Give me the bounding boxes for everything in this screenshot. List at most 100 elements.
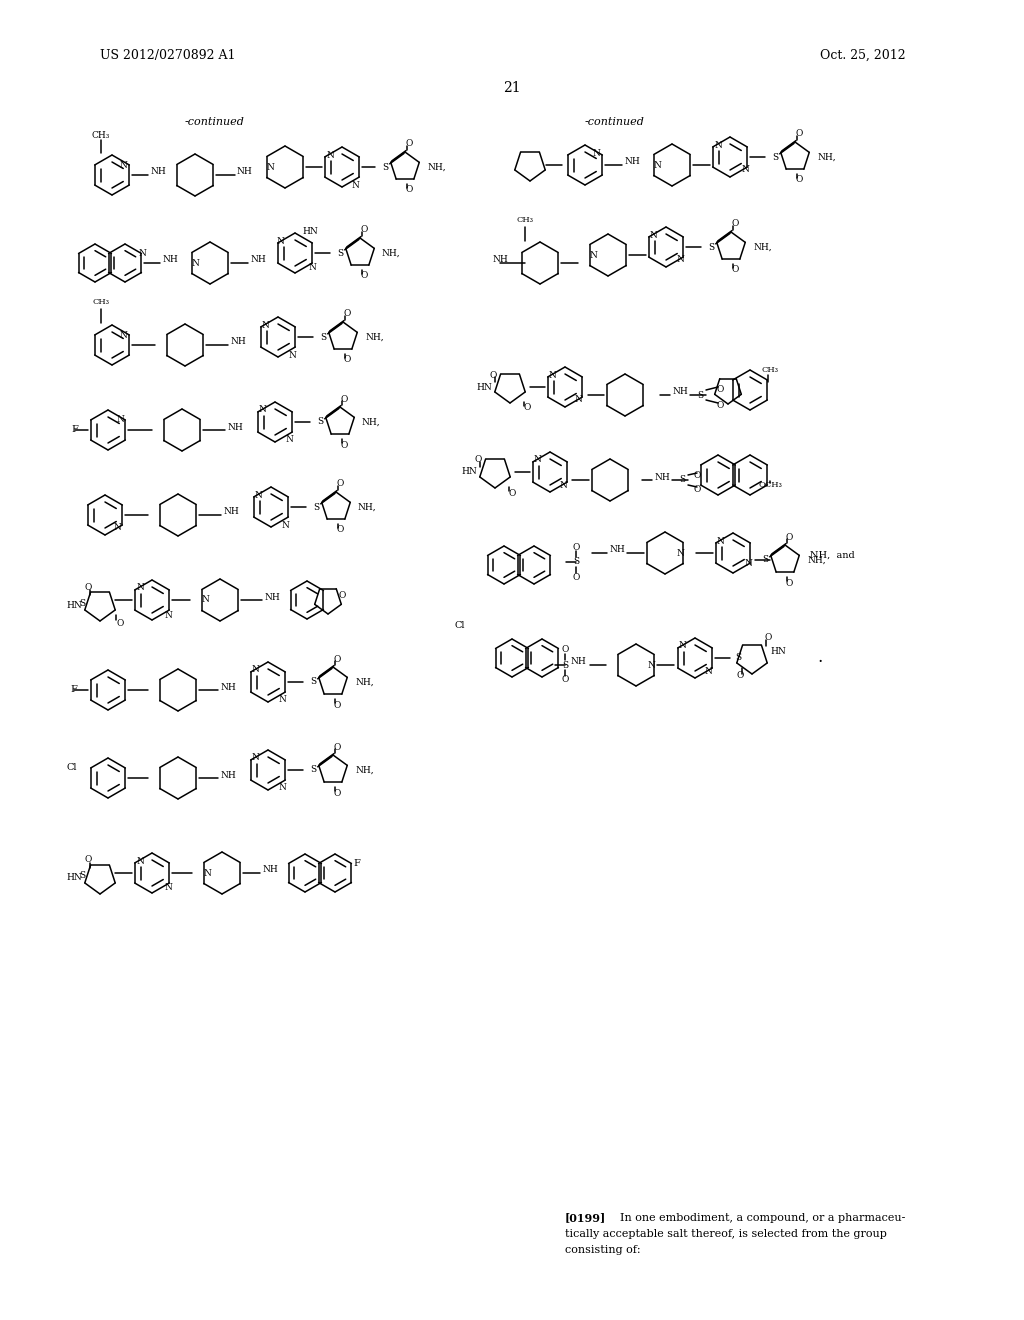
- Text: NH,: NH,: [807, 556, 825, 565]
- Text: N: N: [164, 610, 172, 619]
- Text: N: N: [559, 480, 567, 490]
- Text: O: O: [764, 634, 772, 643]
- Text: S: S: [313, 503, 319, 511]
- Text: NH: NH: [230, 338, 246, 346]
- Text: N: N: [534, 455, 541, 465]
- Text: O: O: [334, 788, 341, 797]
- Text: O: O: [693, 470, 700, 479]
- Text: N: N: [251, 754, 259, 763]
- Text: S: S: [79, 871, 85, 880]
- Text: O: O: [344, 309, 351, 318]
- Text: NH,: NH,: [365, 333, 384, 342]
- Text: N: N: [191, 259, 199, 268]
- Text: NH: NH: [570, 657, 586, 667]
- Text: N: N: [276, 236, 284, 246]
- Text: consisting of:: consisting of:: [565, 1245, 641, 1255]
- Text: O: O: [341, 395, 348, 404]
- Text: S: S: [708, 243, 714, 252]
- Text: In one embodiment, a compound, or a pharmaceu-: In one embodiment, a compound, or a phar…: [620, 1213, 905, 1224]
- Text: tically acceptable salt thereof, is selected from the group: tically acceptable salt thereof, is sele…: [565, 1229, 887, 1239]
- Text: S: S: [310, 766, 316, 775]
- Text: NH: NH: [493, 256, 508, 264]
- Text: N: N: [281, 520, 289, 529]
- Text: O: O: [523, 404, 530, 412]
- Text: S: S: [772, 153, 778, 161]
- Text: O: O: [572, 573, 580, 582]
- Text: CH₃: CH₃: [762, 366, 778, 374]
- Text: HN: HN: [302, 227, 317, 235]
- Text: O: O: [561, 645, 568, 655]
- Text: NH: NH: [237, 168, 252, 177]
- Text: NH,: NH,: [382, 248, 400, 257]
- Text: O: O: [717, 385, 724, 395]
- Text: N: N: [279, 696, 286, 705]
- Text: N: N: [201, 595, 209, 605]
- Text: N: N: [678, 642, 686, 651]
- Text: N: N: [592, 149, 600, 157]
- Text: S: S: [319, 333, 326, 342]
- Text: NH,: NH,: [817, 153, 836, 161]
- Text: S: S: [310, 677, 316, 686]
- Text: O: O: [796, 129, 803, 139]
- Text: O: O: [117, 619, 124, 627]
- Text: N: N: [285, 436, 293, 445]
- Text: NH,: NH,: [355, 677, 374, 686]
- Text: S: S: [762, 556, 768, 565]
- Text: HN: HN: [67, 874, 82, 883]
- Text: NH: NH: [162, 256, 178, 264]
- Text: NH: NH: [654, 473, 670, 482]
- Text: N: N: [288, 351, 296, 359]
- Text: .: .: [817, 649, 822, 667]
- Text: O: O: [344, 355, 351, 364]
- Text: O: O: [406, 140, 414, 149]
- Text: CH₃: CH₃: [92, 298, 110, 306]
- Text: N: N: [548, 371, 556, 380]
- Text: O: O: [84, 855, 92, 865]
- Text: NH,: NH,: [355, 766, 374, 775]
- Text: NH: NH: [672, 388, 688, 396]
- Text: O: O: [406, 186, 414, 194]
- Text: N: N: [254, 491, 262, 499]
- Text: S: S: [317, 417, 323, 426]
- Text: N: N: [676, 549, 684, 557]
- Text: S: S: [382, 162, 388, 172]
- Text: N: N: [741, 165, 749, 174]
- Text: O: O: [84, 582, 92, 591]
- Text: Cl: Cl: [67, 763, 77, 772]
- Text: N: N: [138, 248, 146, 257]
- Text: N: N: [653, 161, 660, 169]
- Text: O: O: [337, 479, 344, 488]
- Text: O: O: [338, 590, 346, 599]
- Text: NH,: NH,: [427, 162, 445, 172]
- Text: OCH₃: OCH₃: [758, 480, 782, 488]
- Text: O: O: [732, 219, 739, 228]
- Text: O: O: [785, 578, 794, 587]
- Text: O: O: [717, 400, 724, 409]
- Text: O: O: [334, 742, 341, 751]
- Text: O: O: [508, 488, 516, 498]
- Text: F: F: [71, 685, 78, 694]
- Text: NH: NH: [227, 422, 243, 432]
- Text: 21: 21: [503, 81, 521, 95]
- Text: S: S: [735, 653, 741, 663]
- Text: [0199]: [0199]: [565, 1213, 606, 1224]
- Text: N: N: [649, 231, 657, 239]
- Text: N: N: [676, 256, 684, 264]
- Text: N: N: [266, 162, 274, 172]
- Text: O: O: [736, 672, 743, 681]
- Text: NH,  and: NH, and: [810, 550, 855, 560]
- Text: N: N: [574, 396, 582, 404]
- Text: NH: NH: [262, 866, 278, 874]
- Text: NH: NH: [264, 593, 280, 602]
- Text: CH₃: CH₃: [92, 131, 111, 140]
- Text: HN: HN: [770, 648, 785, 656]
- Text: N: N: [589, 251, 597, 260]
- Text: O: O: [341, 441, 348, 450]
- Text: -continued: -continued: [585, 117, 645, 127]
- Text: N: N: [116, 416, 124, 425]
- Text: NH: NH: [151, 168, 166, 177]
- Text: S: S: [697, 391, 703, 400]
- Text: O: O: [732, 265, 739, 275]
- Text: N: N: [113, 523, 121, 532]
- Text: N: N: [251, 665, 259, 675]
